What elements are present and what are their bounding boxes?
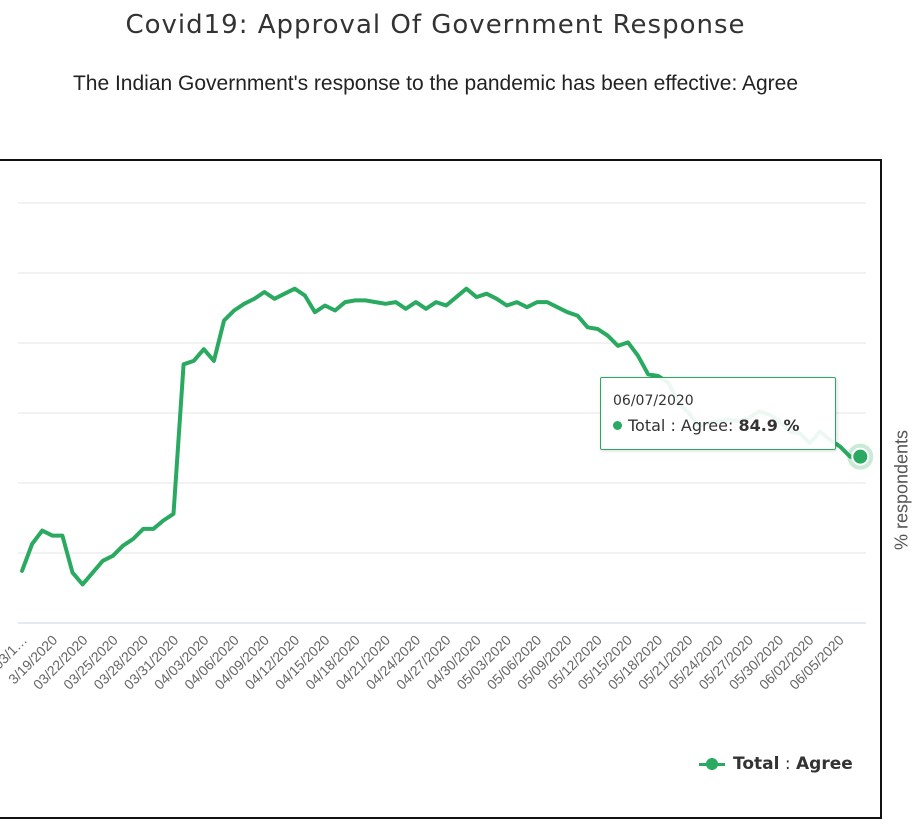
data-point xyxy=(516,301,518,303)
legend-label: Total : Agree xyxy=(733,754,853,774)
data-point xyxy=(162,519,164,521)
data-point xyxy=(395,301,397,303)
data-point xyxy=(586,326,588,328)
data-point xyxy=(496,298,498,300)
data-point xyxy=(526,306,528,308)
legend-symbol xyxy=(699,753,725,775)
data-point xyxy=(405,308,407,310)
data-point xyxy=(223,319,225,321)
data-point xyxy=(152,528,154,530)
data-point xyxy=(71,571,73,573)
data-point xyxy=(233,309,235,311)
data-point xyxy=(455,296,457,298)
data-point xyxy=(304,294,306,296)
data-point xyxy=(81,583,83,585)
data-point xyxy=(546,301,548,303)
chart-title: Covid19: Approval Of Government Response xyxy=(125,10,746,40)
tooltip-series-label: Total : Agree: xyxy=(628,416,734,435)
data-point xyxy=(415,301,417,303)
data-point xyxy=(273,298,275,300)
tooltip-row: Total : Agree: 84.9 % xyxy=(613,416,800,435)
data-point xyxy=(607,335,609,337)
data-point xyxy=(465,287,467,289)
data-point xyxy=(61,534,63,536)
data-point xyxy=(647,373,649,375)
data-point xyxy=(506,304,508,306)
data-point xyxy=(132,538,134,540)
y-axis-label: % respondents xyxy=(891,429,912,551)
data-point xyxy=(617,345,619,347)
data-point xyxy=(425,308,427,310)
data-point xyxy=(374,301,376,303)
data-point xyxy=(172,513,174,515)
data-point xyxy=(182,363,184,365)
tooltip: 06/07/2020 Total : Agree: 84.9 % xyxy=(600,377,836,450)
data-point xyxy=(839,445,841,447)
legend-item-total-agree[interactable]: Total : Agree xyxy=(699,753,853,775)
data-point xyxy=(566,311,568,313)
data-point xyxy=(31,543,33,545)
tooltip-date: 06/07/2020 xyxy=(613,393,694,409)
data-point xyxy=(334,309,336,311)
data-point xyxy=(536,301,538,303)
data-point xyxy=(445,304,447,306)
data-point xyxy=(384,303,386,305)
data-point xyxy=(213,360,215,362)
data-point xyxy=(637,355,639,357)
data-point xyxy=(597,328,599,330)
data-point xyxy=(283,293,285,295)
data-point xyxy=(41,529,43,531)
data-point xyxy=(324,304,326,306)
data-point xyxy=(142,528,144,530)
data-point xyxy=(556,306,558,308)
data-point xyxy=(314,311,316,313)
data-point xyxy=(263,291,265,293)
data-point xyxy=(193,360,195,362)
plot-frame xyxy=(0,159,882,819)
tooltip-value: 84.9 % xyxy=(738,416,800,435)
data-point xyxy=(243,303,245,305)
chart-subtitle: The Indian Government's response to the … xyxy=(72,72,799,95)
x-axis-tick-labels: 03/1…3/19/202003/22/202003/25/202003/28/… xyxy=(0,632,847,693)
data-point xyxy=(51,534,53,536)
data-point xyxy=(102,560,104,562)
data-point xyxy=(92,571,94,573)
data-point xyxy=(851,447,870,466)
data-point xyxy=(21,570,23,572)
data-point xyxy=(294,287,296,289)
data-point xyxy=(122,545,124,547)
data-point xyxy=(627,341,629,343)
data-point xyxy=(253,298,255,300)
data-point xyxy=(435,301,437,303)
data-point xyxy=(475,296,477,298)
data-point xyxy=(112,555,114,557)
data-point xyxy=(354,299,356,301)
data-point xyxy=(485,293,487,295)
data-point xyxy=(364,299,366,301)
tooltip-series-dot xyxy=(613,421,622,430)
data-point xyxy=(344,301,346,303)
data-point xyxy=(203,348,205,350)
data-point xyxy=(576,314,578,316)
